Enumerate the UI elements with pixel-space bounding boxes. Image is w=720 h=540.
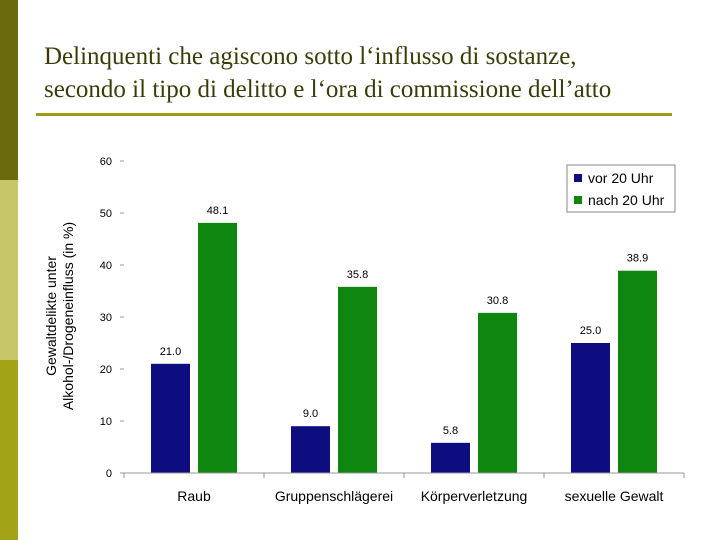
slide-title-line-1: Delinquenti che agiscono sotto l‘influss… — [44, 43, 577, 70]
y-tick-label: 10 — [100, 416, 112, 428]
sidebar-block-mid — [0, 360, 18, 540]
legend-swatch — [574, 196, 582, 204]
x-tick-label: sexuelle Gewalt — [565, 488, 664, 504]
y-axis-title-line-1: Gewaltdelikte unter — [43, 256, 59, 376]
y-tick-label: 60 — [100, 156, 112, 168]
bar-vor-20-uhr — [431, 442, 470, 473]
y-tick-label: 50 — [100, 208, 112, 220]
x-tick-label: Körperverletzung — [421, 488, 528, 504]
bar-value-label: 35.8 — [347, 269, 368, 281]
x-axis: Raub Gruppenschlägerei Körperverletzung sex… — [123, 472, 685, 504]
slide-sidebar — [0, 0, 18, 540]
x-tick-label: Raub — [177, 488, 211, 504]
slide-title: Delinquenti che agiscono sotto l‘influss… — [44, 40, 704, 106]
bars-group: 21.0 9.0 5.8 25.0 48.1 35.8 30.8 38.9 — [151, 205, 657, 473]
bar-value-label: 21.0 — [160, 346, 181, 358]
x-tick-label: Gruppenschlägerei — [275, 488, 393, 504]
title-underline — [36, 113, 672, 116]
bar-nach-20-uhr — [618, 270, 657, 473]
bar-vor-20-uhr — [151, 363, 190, 473]
bar-nach-20-uhr — [338, 286, 377, 473]
slide-title-line-2: secondo il tipo di delitto e l‘ora di co… — [44, 76, 612, 103]
y-axis: 0 10 20 30 40 50 60 — [100, 156, 124, 480]
bar-value-label: 25.0 — [580, 325, 601, 337]
bar-nach-20-uhr — [478, 312, 517, 473]
legend-box — [566, 164, 676, 213]
y-axis-title-line-2: Alkohol-/Drogeneinfluss (in %) — [60, 222, 76, 410]
bar-value-label: 30.8 — [487, 295, 508, 307]
bar-value-label: 9.0 — [303, 408, 318, 420]
legend: vor 20 Uhr nach 20 Uhr — [566, 164, 676, 213]
bar-value-label: 48.1 — [207, 205, 228, 217]
bar-value-label: 5.8 — [443, 425, 458, 437]
bar-value-label: 38.9 — [627, 253, 648, 265]
sidebar-block-dark — [0, 0, 18, 180]
y-tick-label: 40 — [100, 260, 112, 272]
y-tick-label: 0 — [106, 468, 112, 480]
legend-swatch — [574, 174, 582, 182]
bar-vor-20-uhr — [291, 426, 330, 473]
legend-label: nach 20 Uhr — [588, 192, 665, 208]
legend-label: vor 20 Uhr — [588, 170, 654, 186]
bar-vor-20-uhr — [571, 343, 610, 473]
y-tick-label: 30 — [100, 312, 112, 324]
y-tick-label: 20 — [100, 364, 112, 376]
sidebar-block-light — [0, 180, 18, 360]
bar-nach-20-uhr — [198, 222, 237, 473]
